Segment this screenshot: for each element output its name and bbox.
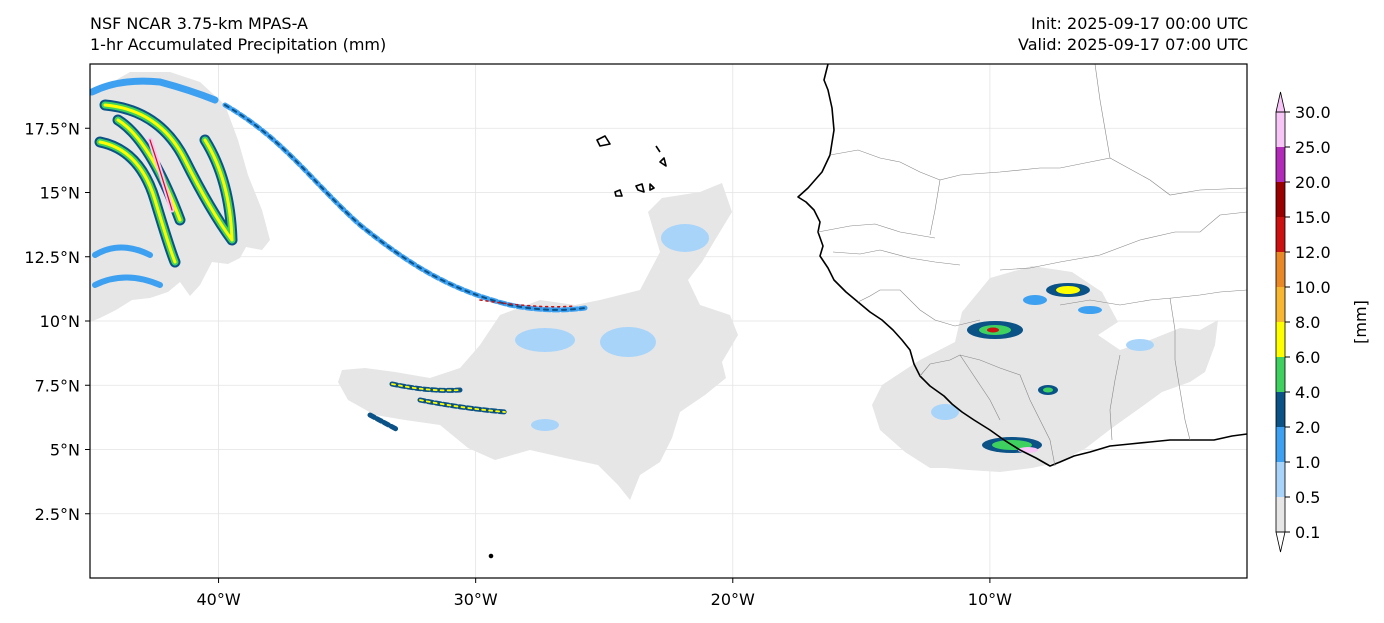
long-band-inner xyxy=(224,104,586,311)
isolated-islet xyxy=(488,553,494,559)
border-mali-south xyxy=(999,157,1247,271)
colorbar-segment xyxy=(1276,462,1285,497)
y-axis: 17.5°N 15°N 12.5°N 10°N 7.5°N 5°N 2.5°N xyxy=(24,119,90,524)
x-tick-label: 40°W xyxy=(196,590,240,609)
rainband-core-edge xyxy=(149,139,173,211)
y-tick-label: 5°N xyxy=(50,441,80,460)
border-guinea xyxy=(832,249,981,327)
y-tick-label: 12.5°N xyxy=(24,248,80,267)
precip-cell-central-b xyxy=(600,327,656,357)
y-tick-label: 2.5°N xyxy=(35,505,80,524)
y-tick-label: 17.5°N xyxy=(24,119,80,138)
rainband-top xyxy=(90,77,219,104)
precip-area-africa xyxy=(872,266,1218,472)
colorbar-segment xyxy=(1276,182,1285,217)
africa-cell-d-core xyxy=(1043,387,1053,393)
colorbar-extend-min xyxy=(1275,531,1286,553)
colorbar-tick-label: 30.0 xyxy=(1295,103,1331,122)
colorbar-tick-label: 2.0 xyxy=(1295,418,1320,437)
map-area xyxy=(90,64,1247,578)
africa-cell-b-core xyxy=(1056,286,1080,294)
init-time: Init: 2025-09-17 00:00 UTC xyxy=(1030,14,1248,33)
precip-light-areas xyxy=(90,72,1218,500)
colorbar-tick-label: 1.0 xyxy=(1295,453,1320,472)
colorbar-label: [mm] xyxy=(1351,300,1370,344)
colorbar-tick-label: 4.0 xyxy=(1295,383,1320,402)
colorbar-tick-label: 10.0 xyxy=(1295,278,1331,297)
coastline xyxy=(488,64,1247,559)
long-band-core xyxy=(479,299,576,308)
colorbar-segment xyxy=(1276,427,1285,462)
country-borders xyxy=(817,64,1247,467)
field-title: 1-hr Accumulated Precipitation (mm) xyxy=(90,35,387,54)
colorbar-segment xyxy=(1276,217,1285,252)
x-axis: 40°W 30°W 20°W 10°W xyxy=(196,578,1012,609)
colorbar-tick-label: 25.0 xyxy=(1295,138,1331,157)
colorbar-tick-label: 8.0 xyxy=(1295,313,1320,332)
africa-cell-f xyxy=(1078,306,1102,314)
colorbar-extend-max xyxy=(1275,91,1286,113)
precip-cell-africa-b xyxy=(1126,339,1154,351)
precip-cell-central-c xyxy=(661,224,709,252)
colorbar-tick-label: 12.0 xyxy=(1295,243,1331,262)
colorbar-tick-label: 0.1 xyxy=(1295,523,1320,542)
south-cluster-inner xyxy=(391,383,506,413)
colorbar-tick-label: 6.0 xyxy=(1295,348,1320,367)
storm-rainbands xyxy=(90,77,238,288)
colorbar-segment xyxy=(1276,497,1285,532)
model-title: NSF NCAR 3.75-km MPAS-A xyxy=(90,14,308,33)
precip-cell-africa-a xyxy=(931,404,959,420)
valid-time: Valid: 2025-09-17 07:00 UTC xyxy=(1017,35,1248,54)
precip-moderate-areas xyxy=(515,224,1154,431)
precip-africa-convection xyxy=(967,283,1102,453)
y-tick-label: 15°N xyxy=(40,184,80,203)
precip-long-band xyxy=(222,102,588,313)
border-senegal xyxy=(817,149,941,239)
rainband-tail xyxy=(92,244,163,288)
colorbar-segment xyxy=(1276,357,1285,392)
colorbar-tick-label: 20.0 xyxy=(1295,173,1331,192)
colorbar-tick-label: 0.5 xyxy=(1295,488,1320,507)
cape-verde-islands xyxy=(596,135,667,197)
y-tick-label: 7.5°N xyxy=(35,376,80,395)
title-right: Init: 2025-09-17 00:00 UTC Valid: 2025-0… xyxy=(1018,13,1248,55)
colorbar-segment xyxy=(1276,287,1285,322)
precip-south-cluster xyxy=(367,381,508,433)
colorbar: 0.1 0.5 1.0 2.0 4.0 6.0 8.0 10.0 12.0 15.0 20.0 25.… xyxy=(1275,91,1331,553)
colorbar-segment xyxy=(1276,147,1285,182)
colorbar-segment xyxy=(1276,322,1285,357)
colorbar-tick-label: 15.0 xyxy=(1295,208,1331,227)
x-tick-label: 20°W xyxy=(711,590,755,609)
precip-cell-central-a xyxy=(515,328,575,352)
border-ivory-coast xyxy=(959,297,1191,467)
west-africa-coast xyxy=(797,64,1247,467)
y-tick-label: 10°N xyxy=(40,312,80,331)
africa-cell-c xyxy=(1023,295,1047,305)
colorbar-segment xyxy=(1276,252,1285,287)
title-left: NSF NCAR 3.75-km MPAS-A 1-hr Accumulated… xyxy=(90,13,386,55)
long-band-outer xyxy=(222,102,588,313)
border-mauritania-mali xyxy=(929,64,1111,236)
border-liberia xyxy=(919,354,1001,421)
border-burkina xyxy=(1059,289,1247,306)
africa-cell-a-peak xyxy=(987,327,999,333)
x-tick-label: 30°W xyxy=(454,590,498,609)
colorbar-segment xyxy=(1276,392,1285,427)
precip-cell-central-d xyxy=(531,419,559,431)
x-tick-label: 10°W xyxy=(968,590,1012,609)
rainband-inner xyxy=(98,103,234,264)
colorbar-segment xyxy=(1276,112,1285,147)
